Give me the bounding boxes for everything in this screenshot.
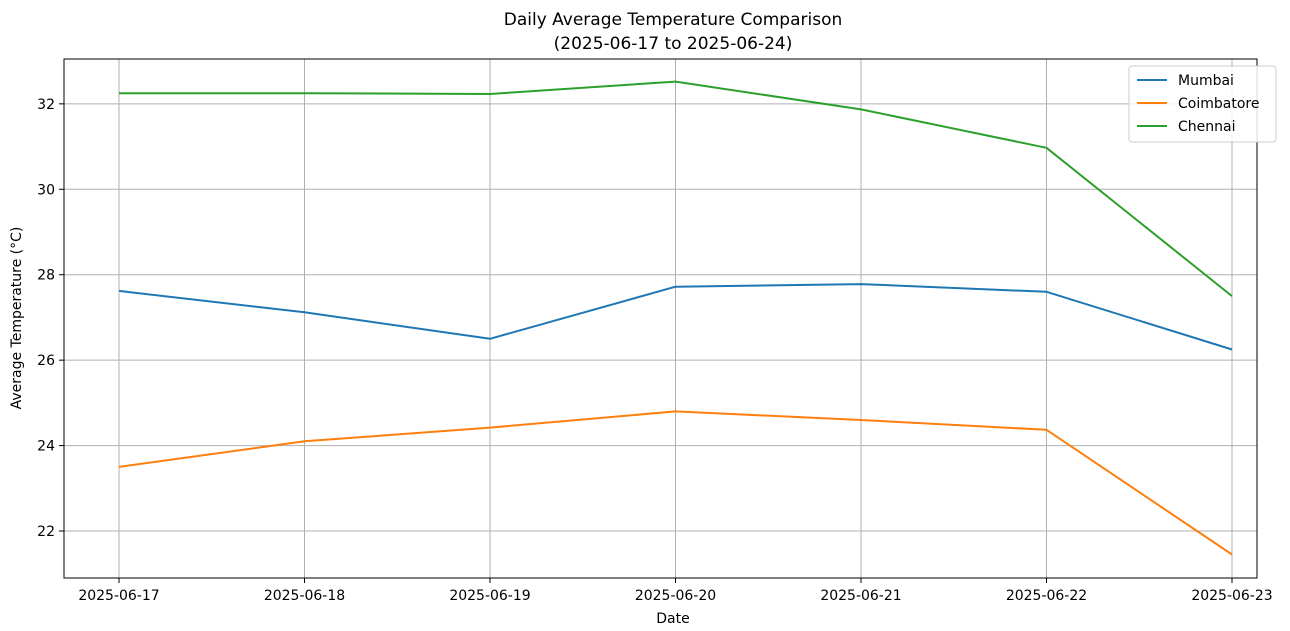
x-tick-label: 2025-06-20 [635, 588, 716, 604]
plot-frame [63, 58, 1258, 579]
y-tick-label: 28 [37, 268, 55, 284]
chart-title: Daily Average Temperature Comparison [504, 10, 843, 30]
x-tick-label: 2025-06-19 [449, 588, 530, 604]
x-tick-label: 2025-06-18 [264, 588, 345, 604]
series-line-mumbai [118, 283, 1233, 351]
x-tick-label: 2025-06-21 [820, 588, 901, 604]
y-tick-label: 24 [37, 439, 55, 455]
y-tick-label: 30 [37, 182, 55, 198]
legend-label-coimbatore: Coimbatore [1178, 96, 1259, 112]
y-axis-label: Average Temperature (°C) [9, 227, 25, 410]
legend-label-chennai: Chennai [1178, 119, 1235, 135]
y-tick-label: 26 [37, 353, 55, 369]
y-axis-ticks: 22 24 26 28 30 32 [37, 97, 64, 540]
legend-box [1128, 65, 1277, 143]
x-tick-label: 2025-06-22 [1006, 588, 1087, 604]
series-line-coimbatore [118, 410, 1233, 556]
y-tick-label: 32 [37, 97, 55, 113]
series-lines [118, 80, 1233, 556]
legend-label-mumbai: Mumbai [1178, 73, 1234, 89]
y-tick-label: 22 [37, 524, 55, 540]
x-tick-label: 2025-06-17 [78, 588, 159, 604]
series-line-chennai [119, 80, 1233, 297]
x-axis-label: Date [656, 611, 689, 627]
chart-subtitle: (2025-06-17 to 2025-06-24) [554, 34, 793, 54]
grid [64, 59, 1257, 578]
x-tick-label: 2025-06-23 [1191, 588, 1272, 604]
legend: Mumbai Coimbatore Chennai [1128, 65, 1277, 143]
x-axis-ticks: 2025-06-17 2025-06-18 2025-06-19 2025-06-20… [78, 578, 1273, 604]
